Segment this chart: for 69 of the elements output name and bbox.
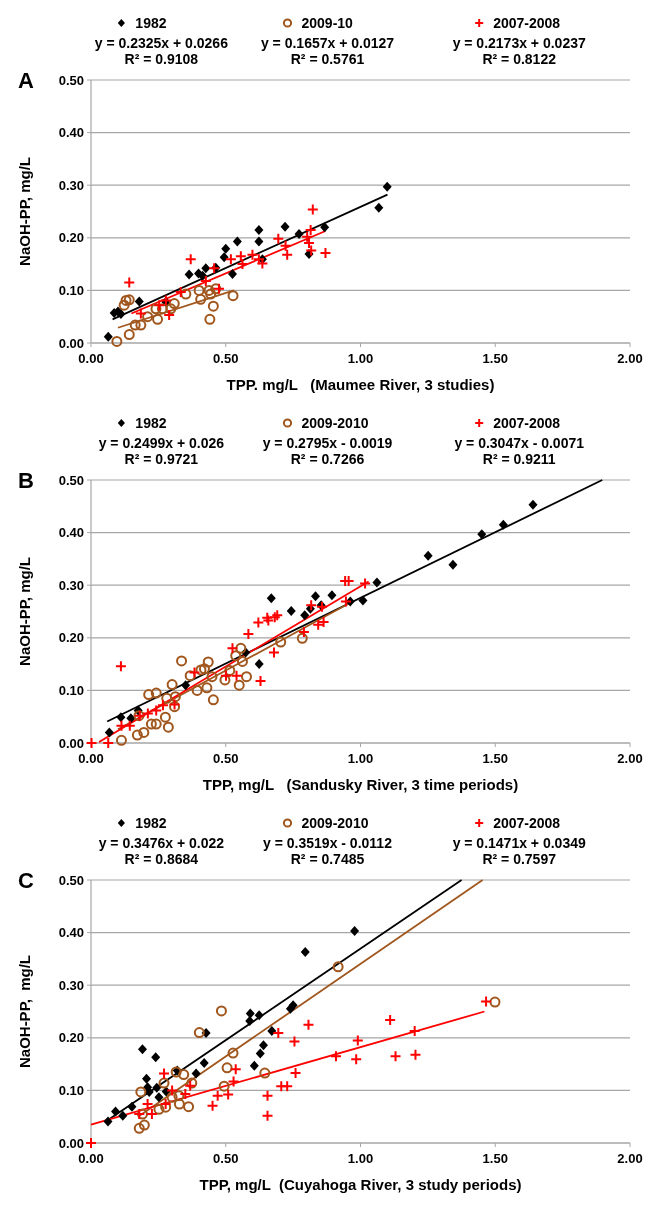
text: y = 0.2795x - 0.0019: [262, 435, 393, 451]
y-tick-label: 0.40: [58, 525, 84, 541]
text: y = 0.2325x + 0.0266: [94, 35, 229, 51]
legend-label: 2007-2008: [493, 815, 561, 831]
x-axis-title: TPP, mg/L (Cuyahoga River, 3 study periods): [199, 1176, 522, 1193]
y-tick-label: 0.30: [58, 577, 84, 593]
text: R² = 0.5761: [290, 51, 365, 67]
y-tick-label: 0.30: [58, 177, 84, 193]
x-tick-label: 2.00: [617, 351, 643, 366]
legend-label: 1982: [135, 815, 167, 831]
text: R² = 0.7597: [482, 851, 557, 867]
legend-label: 2007-2008: [493, 415, 561, 431]
text: R² = 0.8122: [482, 51, 557, 67]
x-tick-label: 1.50: [482, 1151, 508, 1166]
y-axis-title: NaOH-PP, mg/L: [16, 157, 33, 266]
text: y = 0.3047x - 0.0071: [454, 435, 585, 451]
x-tick-label: 0.50: [213, 351, 239, 366]
text: R² = 0.9721: [124, 451, 199, 467]
text: y = 0.1471x + 0.0349: [452, 835, 586, 851]
y-tick-label: 0.50: [58, 872, 84, 888]
legend-label: 2009-2010: [301, 415, 369, 431]
x-tick-label: 0.50: [213, 1151, 239, 1166]
legend-label: 2007-2008: [493, 15, 561, 31]
x-tick-label: 0.50: [213, 751, 239, 766]
y-axis-title: NaOH-PP, mg/L: [16, 954, 33, 1069]
y-tick-label: 0.40: [58, 925, 84, 941]
chart-title: B: [18, 468, 34, 493]
legend-label: 2009-2010: [301, 815, 369, 831]
chart-title: A: [18, 68, 34, 93]
y-tick-label: 0.00: [58, 735, 84, 751]
y-tick-label: 0.10: [58, 682, 84, 698]
x-tick-label: 1.00: [347, 1151, 374, 1166]
x-tick-label: 1.50: [482, 351, 508, 366]
x-tick-label: 1.50: [482, 751, 508, 766]
text: R² = 0.7485: [290, 851, 365, 867]
y-tick-label: 0.20: [58, 630, 84, 646]
x-tick-label: 2.00: [617, 751, 643, 766]
text: y = 0.2173x + 0.0237: [452, 35, 586, 51]
y-axis-title: NaOH-PP, mg/L: [16, 557, 33, 666]
y-tick-label: 0.00: [58, 335, 84, 351]
y-tick-label: 0.40: [58, 125, 84, 141]
x-tick-label: 0.00: [78, 1151, 104, 1166]
x-axis-title: TPP. mg/L (Maumee River, 3 studies): [226, 376, 495, 393]
legend-label: 2009-10: [301, 15, 354, 31]
y-tick-label: 0.00: [58, 1135, 84, 1151]
text: y = 0.2499x + 0.026: [98, 435, 225, 451]
legend-label: 1982: [135, 415, 167, 431]
y-tick-label: 0.20: [58, 230, 84, 246]
x-tick-label: 0.00: [78, 751, 104, 766]
x-tick-label: 0.00: [78, 351, 104, 366]
text: R² = 0.7266: [290, 451, 365, 467]
y-tick-label: 0.50: [58, 72, 84, 88]
y-tick-label: 0.50: [58, 472, 84, 488]
text: y = 0.3476x + 0.022: [98, 835, 225, 851]
y-tick-label: 0.10: [58, 282, 84, 298]
text: y = 0.3519x - 0.0112: [263, 835, 393, 851]
chart-title: C: [18, 868, 34, 893]
y-tick-label: 0.20: [58, 1030, 84, 1046]
text: y = 0.1657x + 0.0127: [260, 35, 395, 51]
text: R² = 0.9211: [482, 451, 556, 467]
x-tick-label: 1.00: [347, 351, 374, 366]
text: R² = 0.9108: [124, 51, 199, 67]
legend-label: 1982: [135, 15, 167, 31]
x-axis-title: TPP, mg/L (Sandusky River, 3 time periods): [202, 776, 519, 793]
y-tick-label: 0.30: [58, 977, 84, 993]
y-tick-label: 0.10: [58, 1082, 84, 1098]
text: R² = 0.8684: [124, 851, 199, 867]
x-tick-label: 2.00: [617, 1151, 643, 1166]
x-tick-label: 1.00: [347, 751, 374, 766]
